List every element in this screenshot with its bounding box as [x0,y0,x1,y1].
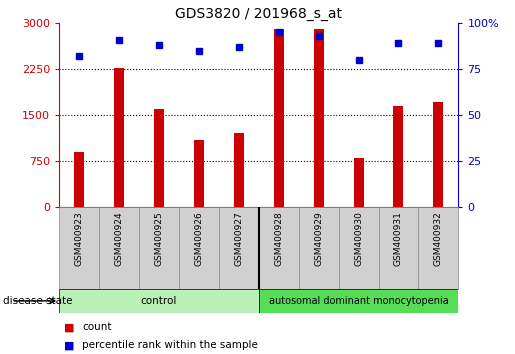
Bar [234,133,244,207]
FancyBboxPatch shape [99,207,139,289]
Text: autosomal dominant monocytopenia: autosomal dominant monocytopenia [269,296,449,306]
Text: GSM400926: GSM400926 [195,211,203,266]
FancyBboxPatch shape [59,207,99,289]
FancyBboxPatch shape [299,207,339,289]
Bar [354,158,364,207]
Text: GSM400931: GSM400931 [394,211,403,266]
FancyBboxPatch shape [418,207,458,289]
FancyBboxPatch shape [339,207,379,289]
FancyBboxPatch shape [219,207,259,289]
Bar [259,289,458,313]
FancyBboxPatch shape [139,207,179,289]
Title: GDS3820 / 201968_s_at: GDS3820 / 201968_s_at [175,7,342,21]
Bar [314,29,323,207]
Text: GSM400924: GSM400924 [115,211,124,266]
Text: disease state: disease state [3,296,72,306]
Bar [434,102,443,207]
Text: GSM400930: GSM400930 [354,211,363,266]
Text: GSM400927: GSM400927 [234,211,243,266]
FancyBboxPatch shape [179,207,219,289]
Text: GSM400925: GSM400925 [154,211,163,266]
Bar [154,109,164,207]
Text: percentile rank within the sample: percentile rank within the sample [82,340,259,350]
Text: count: count [82,322,112,332]
Bar [274,29,284,207]
Bar [393,106,403,207]
Bar [194,139,204,207]
Bar [59,289,259,313]
Text: GSM400932: GSM400932 [434,211,443,266]
Text: GSM400923: GSM400923 [75,211,83,266]
Text: ■: ■ [64,340,75,350]
Text: GSM400928: GSM400928 [274,211,283,266]
FancyBboxPatch shape [259,207,299,289]
Text: ■: ■ [64,322,75,332]
Text: GSM400929: GSM400929 [314,211,323,266]
Bar [114,68,124,207]
FancyBboxPatch shape [379,207,418,289]
Text: control: control [141,296,177,306]
Bar [74,152,84,207]
